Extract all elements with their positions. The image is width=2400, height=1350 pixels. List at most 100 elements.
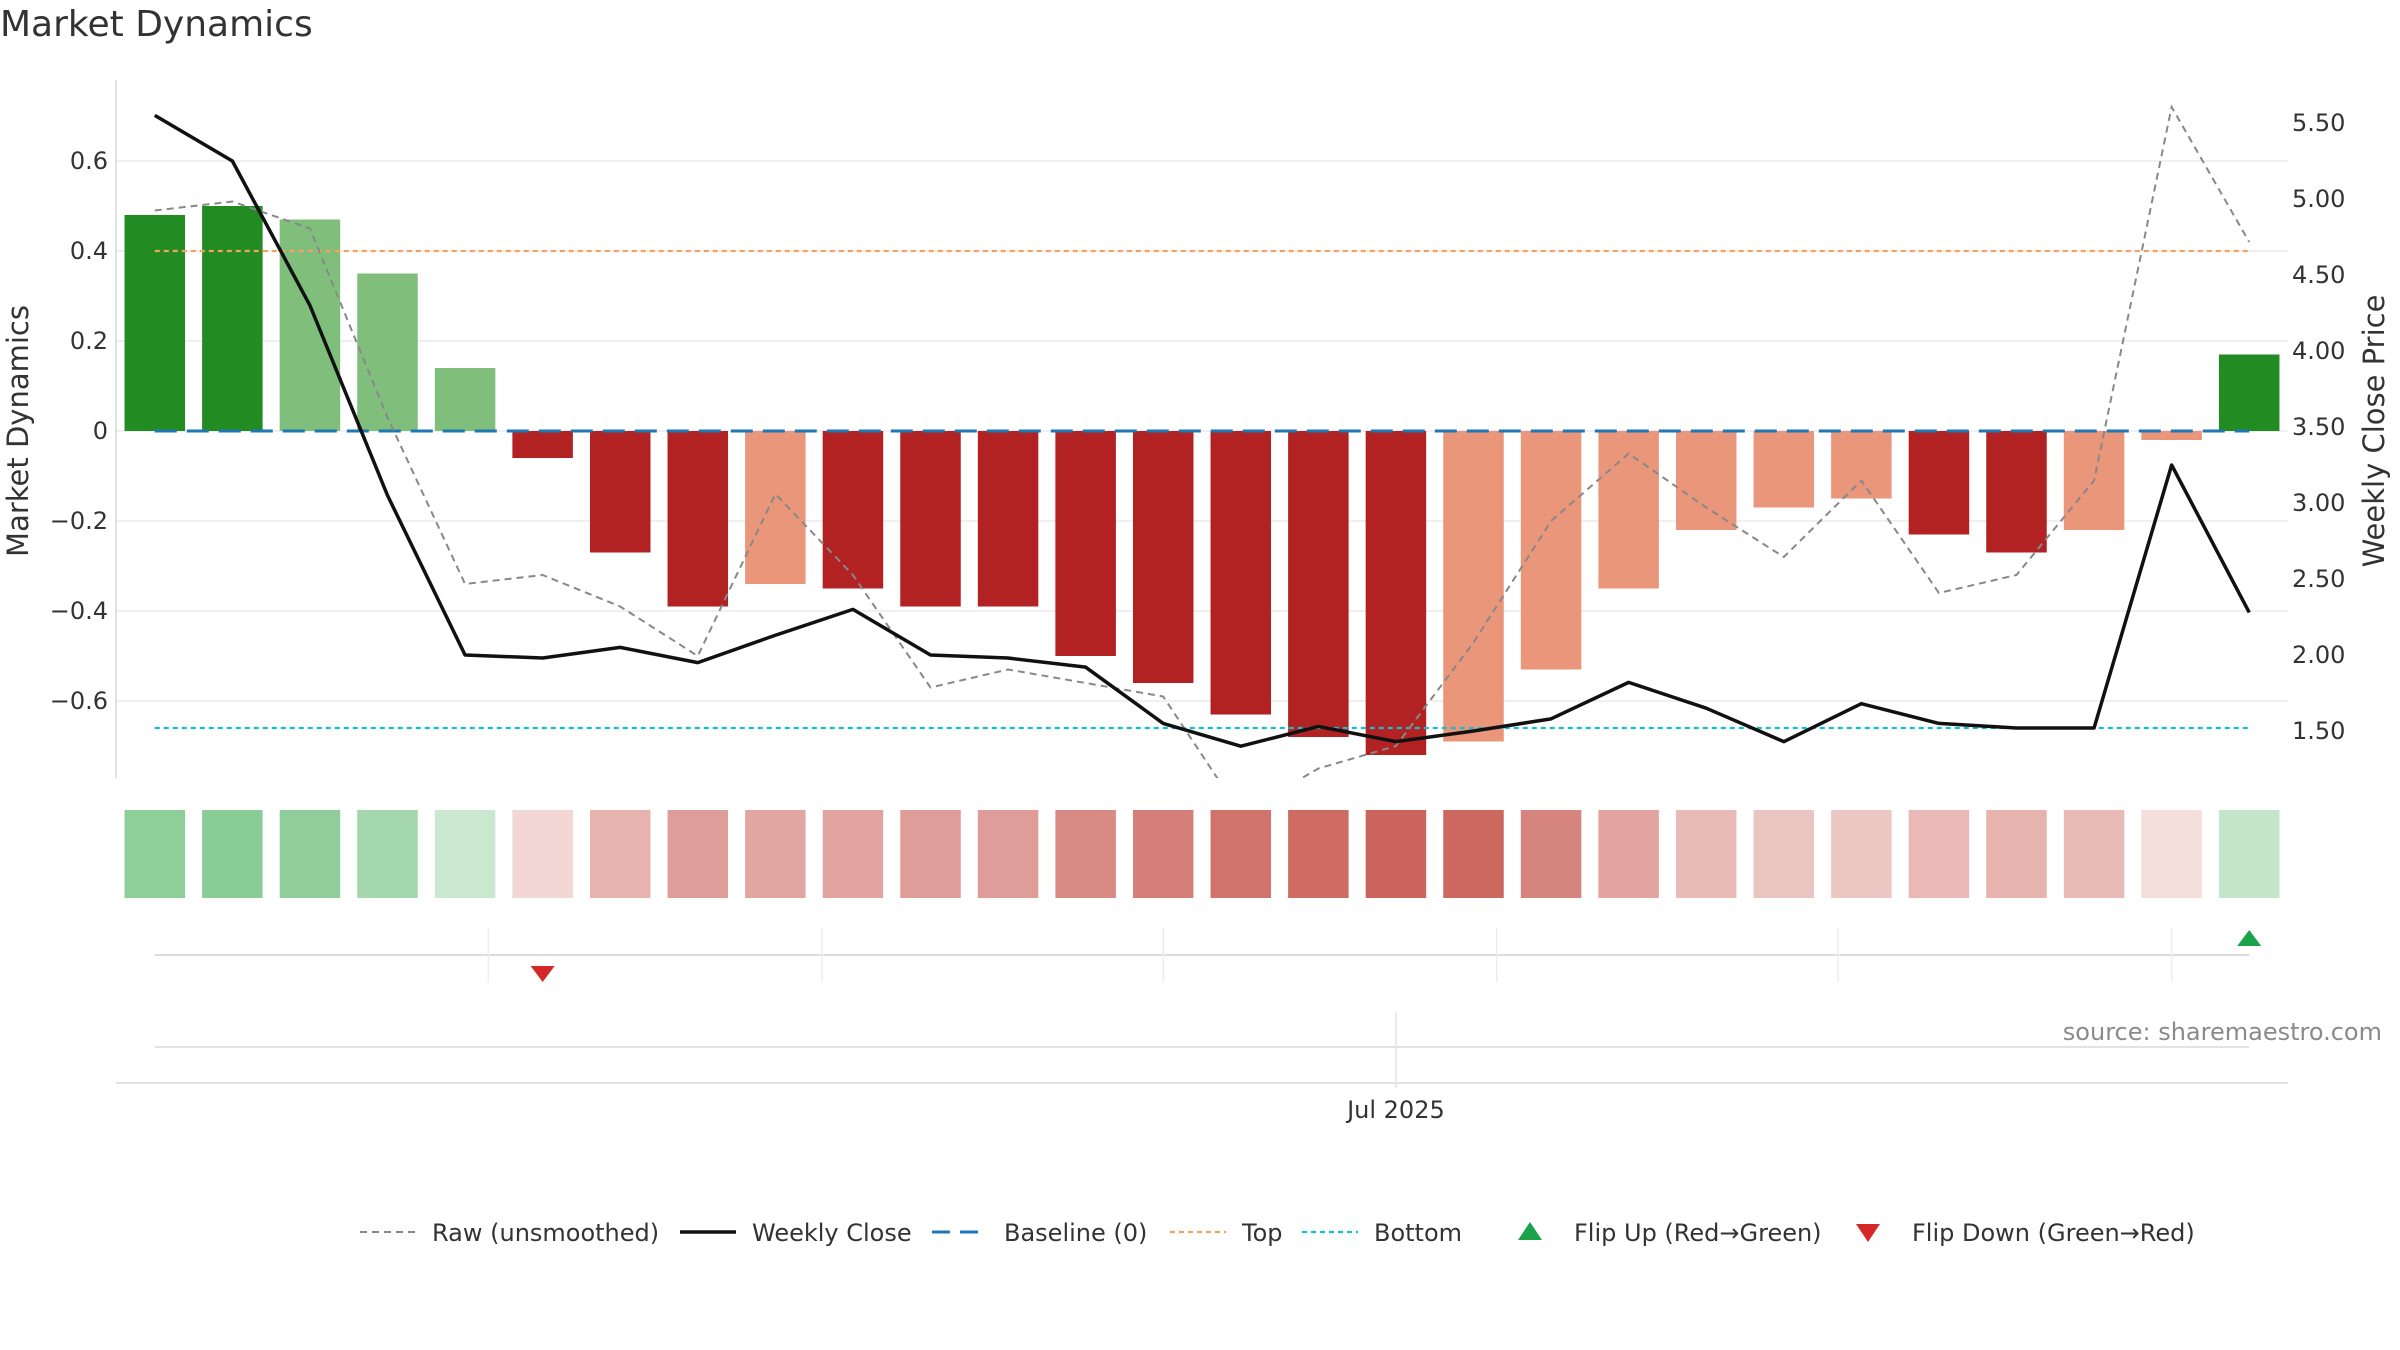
series-lines xyxy=(153,104,2251,778)
heat-cell xyxy=(434,810,496,898)
raw-series-line xyxy=(154,104,2251,778)
legend-item-bottom: Bottom xyxy=(1302,1219,1462,1247)
momentum-bar xyxy=(1132,431,1194,683)
heat-cell xyxy=(1443,810,1504,898)
heat-cell xyxy=(357,810,418,898)
legend-label: Baseline (0) xyxy=(1004,1219,1147,1247)
legend-label: Bottom xyxy=(1374,1219,1462,1247)
left-tick-label: 0.2 xyxy=(70,327,108,355)
left-tick-label: 0.4 xyxy=(70,237,108,265)
heat-cell xyxy=(1055,810,1116,898)
momentum-bar xyxy=(1831,431,1892,499)
legend-label: Top xyxy=(1241,1219,1283,1247)
heat-cell xyxy=(1288,810,1349,898)
momentum-bar xyxy=(1288,431,1349,737)
legend-label: Raw (unsmoothed) xyxy=(432,1219,659,1247)
heat-cell xyxy=(1908,810,1970,898)
momentum-bar xyxy=(434,368,496,431)
heat-cell xyxy=(1210,810,1272,898)
heat-cell xyxy=(1598,810,1659,898)
heat-cell xyxy=(1753,810,1815,898)
legend-item-weekly-close: Weekly Close xyxy=(680,1219,912,1247)
momentum-bar xyxy=(357,273,418,431)
flip-markers-panel xyxy=(154,928,2262,982)
momentum-bar xyxy=(822,431,884,589)
momentum-bar xyxy=(1908,431,1970,535)
flip-down-marker xyxy=(530,966,555,982)
momentum-bar xyxy=(124,215,186,431)
momentum-bar xyxy=(279,219,341,431)
heat-cell xyxy=(1831,810,1892,898)
momentum-bar xyxy=(1675,431,1737,530)
heat-cell xyxy=(667,810,729,898)
heat-cell xyxy=(202,810,263,898)
legend: Raw (unsmoothed) Weekly Close Baseline (0)… xyxy=(360,1219,2195,1247)
heat-cell xyxy=(822,810,884,898)
heat-cell xyxy=(1365,810,1427,898)
momentum-bar xyxy=(900,431,961,607)
right-tick-label: 5.50 xyxy=(2292,109,2345,137)
heat-cell xyxy=(1132,810,1194,898)
x-tick-label: Jul 2025 xyxy=(1345,1096,1445,1124)
heat-cell xyxy=(2141,810,2202,898)
momentum-bar xyxy=(1598,431,1659,589)
momentum-bar xyxy=(2218,354,2280,431)
right-tick-label: 4.00 xyxy=(2292,337,2345,365)
x-axis: Jul 2025 xyxy=(116,1012,2288,1124)
heat-cell xyxy=(2063,810,2125,898)
flip-up-marker xyxy=(2237,930,2262,946)
momentum-bars xyxy=(124,206,2280,755)
left-tick-label: −0.4 xyxy=(50,597,108,625)
heat-strip xyxy=(124,810,2280,898)
right-tick-label: 1.50 xyxy=(2292,717,2345,745)
legend-swatch xyxy=(1856,1224,1880,1242)
right-tick-label: 4.50 xyxy=(2292,261,2345,289)
left-axis-label: Market Dynamics xyxy=(1,305,35,557)
left-tick-label: 0 xyxy=(93,417,108,445)
legend-item-baseline: Baseline (0) xyxy=(932,1219,1147,1247)
legend-label: Flip Down (Green→Red) xyxy=(1912,1219,2195,1247)
heat-cell xyxy=(900,810,961,898)
right-tick-label: 3.00 xyxy=(2292,489,2345,517)
left-tick-label: −0.6 xyxy=(50,687,108,715)
heat-cell xyxy=(1520,810,1582,898)
momentum-bar xyxy=(1055,431,1116,656)
momentum-bar xyxy=(1986,431,2047,553)
legend-swatch xyxy=(1518,1222,1542,1240)
heat-cell xyxy=(977,810,1039,898)
left-tick-label: 0.6 xyxy=(70,147,108,175)
momentum-bar xyxy=(745,431,806,584)
axes: −0.6 −0.4 −0.2 0 0.2 0.4 0.6 1.50 2.00 2.50 3.00 3.… xyxy=(1,80,2391,778)
legend-item-flip-up: Flip Up (Red→Green) xyxy=(1518,1219,1822,1247)
momentum-bar xyxy=(977,431,1039,607)
right-tick-label: 5.00 xyxy=(2292,185,2345,213)
momentum-bar xyxy=(1365,431,1427,755)
weekly-close-line xyxy=(153,113,2251,748)
momentum-bar xyxy=(1753,431,1815,508)
momentum-bar xyxy=(1443,431,1504,742)
heat-cell xyxy=(1675,810,1737,898)
right-tick-label: 2.00 xyxy=(2292,641,2345,669)
heat-cell xyxy=(1986,810,2047,898)
right-tick-label: 2.50 xyxy=(2292,565,2345,593)
momentum-bar xyxy=(1210,431,1272,715)
legend-label: Weekly Close xyxy=(752,1219,912,1247)
heat-cell xyxy=(745,810,806,898)
legend-item-flip-down: Flip Down (Green→Red) xyxy=(1856,1219,2195,1247)
momentum-bar xyxy=(1520,431,1582,670)
heat-cell xyxy=(279,810,341,898)
right-tick-label: 3.50 xyxy=(2292,413,2345,441)
momentum-bar xyxy=(589,431,651,553)
legend-label: Flip Up (Red→Green) xyxy=(1574,1219,1822,1247)
legend-item-raw: Raw (unsmoothed) xyxy=(360,1219,659,1247)
source-note: source: sharemaestro.com xyxy=(2063,1018,2382,1046)
momentum-bar xyxy=(202,206,263,431)
left-tick-label: −0.2 xyxy=(50,507,108,535)
momentum-bar xyxy=(667,431,729,607)
momentum-bar xyxy=(2141,431,2202,440)
heat-cell xyxy=(124,810,186,898)
heat-cell xyxy=(512,810,573,898)
chart-title: Market Dynamics xyxy=(0,4,313,45)
right-axis-label: Weekly Close Price xyxy=(2357,295,2391,568)
